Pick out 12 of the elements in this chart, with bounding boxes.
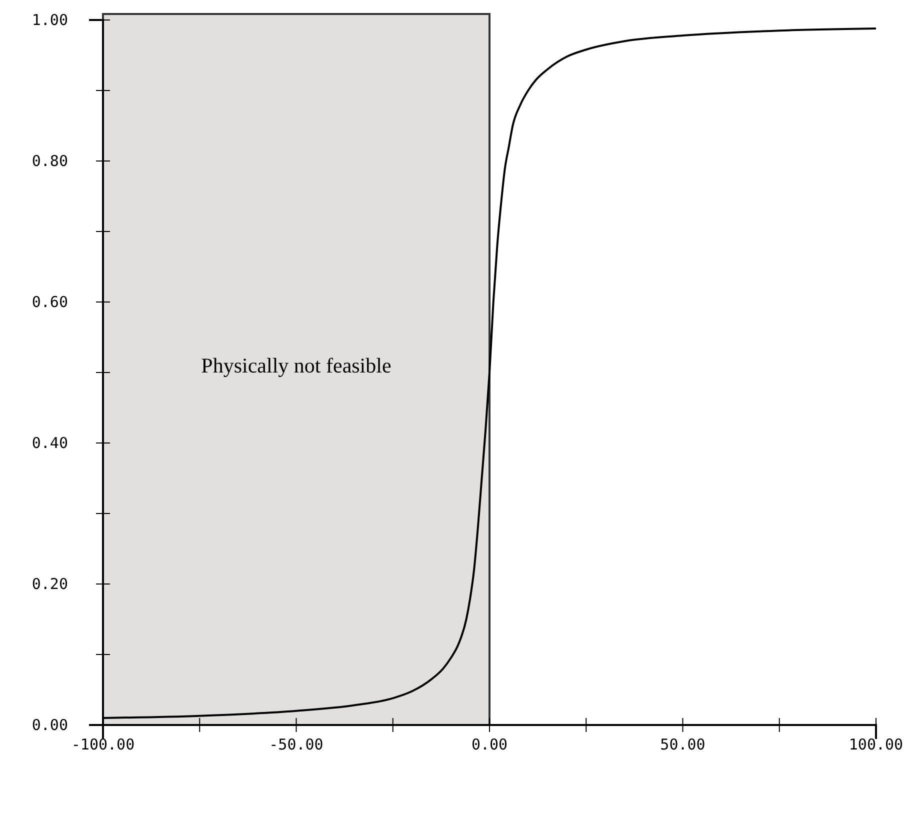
x-tick-label: -50.00 [269, 736, 324, 754]
y-tick-label: 0.40 [32, 434, 68, 452]
x-tick-label: 100.00 [848, 736, 904, 754]
band-label: Physically not feasible [201, 354, 392, 378]
y-tick-label: 1.00 [32, 10, 68, 29]
x-tick-label: 0.00 [471, 736, 508, 754]
y-tick-label: 0.80 [32, 152, 68, 170]
x-tick-label: 50.00 [660, 736, 706, 754]
y-tick-label: 0.00 [32, 716, 68, 734]
y-tick-label: 0.60 [32, 292, 68, 311]
x-tick-label: -100.00 [71, 736, 135, 754]
y-tick-label: 0.20 [32, 574, 68, 593]
